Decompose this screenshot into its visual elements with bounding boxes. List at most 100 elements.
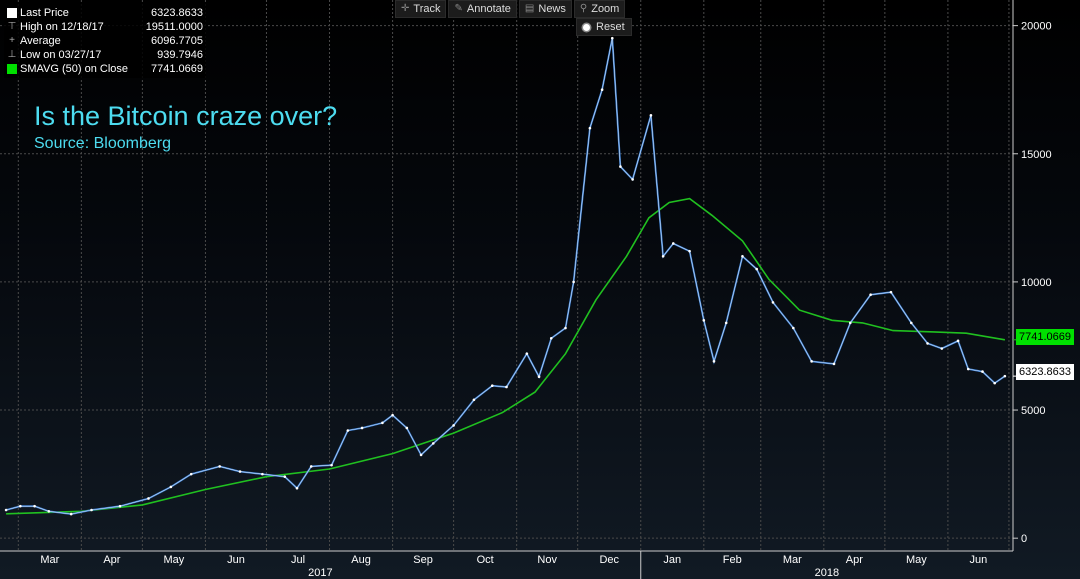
- price-point: [69, 512, 73, 516]
- legend-label: High on 12/18/17: [20, 21, 104, 33]
- x-tick-label: Oct: [477, 554, 494, 566]
- price-point: [832, 362, 836, 366]
- price-point: [189, 472, 193, 476]
- chart-annotation-title: Is the Bitcoin craze over?: [34, 101, 338, 131]
- green-square-icon: [7, 64, 17, 74]
- last-price-tag: 6323.8633: [1016, 364, 1074, 380]
- x-tick-label: Mar: [783, 554, 802, 566]
- legend-row-smavg[interactable]: SMAVG (50) on Close 7741.0669: [7, 62, 203, 76]
- price-point: [381, 421, 384, 425]
- y-tick-label: 15000: [1021, 149, 1052, 161]
- price-point: [295, 486, 299, 490]
- price-point: [564, 326, 567, 330]
- zoom-label: Zoom: [591, 3, 620, 15]
- sma-value-tag: 7741.0669: [1016, 329, 1074, 345]
- news-label: News: [538, 3, 566, 15]
- price-point: [309, 465, 313, 468]
- low-marker-icon: ⊥: [7, 49, 17, 60]
- price-point: [631, 178, 634, 181]
- price-point: [452, 424, 455, 427]
- price-point: [993, 381, 996, 385]
- year-label: 2018: [815, 567, 839, 579]
- x-tick-label: Sep: [413, 554, 433, 566]
- x-tick-label: Jul: [291, 554, 305, 566]
- pencil-icon: ✎: [454, 3, 463, 14]
- price-point: [147, 497, 150, 500]
- x-tick-label: Aug: [351, 554, 371, 566]
- high-marker-icon: ⊤: [7, 21, 17, 32]
- price-point: [118, 504, 122, 508]
- zoom-button[interactable]: ⚲ Zoom: [573, 0, 626, 18]
- price-point: [572, 280, 575, 284]
- x-tick-label: Jun: [970, 554, 988, 566]
- x-tick-label: Apr: [846, 554, 863, 566]
- price-point: [649, 114, 653, 117]
- price-point: [724, 321, 728, 325]
- track-button[interactable]: ✛ Track: [395, 0, 447, 18]
- y-tick-label: 0: [1021, 533, 1027, 545]
- price-point: [346, 429, 350, 432]
- price-point: [537, 375, 541, 379]
- legend-value: 6096.7705: [151, 35, 203, 47]
- price-point: [771, 301, 775, 304]
- price-point: [600, 88, 604, 91]
- x-tick-label: May: [906, 554, 927, 566]
- x-tick-label: Mar: [40, 554, 59, 566]
- legend-value: 7741.0669: [151, 63, 203, 75]
- price-point: [619, 165, 622, 168]
- price-point: [926, 342, 929, 345]
- legend-label: Average: [20, 35, 61, 47]
- reset-button[interactable]: Reset: [576, 18, 632, 36]
- price-point: [419, 453, 423, 457]
- y-tick-label: 5000: [1021, 405, 1045, 417]
- x-tick-label: Jun: [227, 554, 245, 566]
- price-point: [47, 509, 51, 513]
- price-point: [4, 508, 8, 512]
- price-point: [505, 385, 508, 389]
- price-point: [405, 426, 409, 430]
- price-point: [940, 347, 944, 350]
- price-point: [431, 442, 435, 445]
- price-point: [712, 360, 716, 363]
- annotate-button[interactable]: ✎ Annotate: [448, 0, 517, 18]
- y-tick-label: 10000: [1021, 277, 1052, 289]
- news-button[interactable]: ▤ News: [518, 0, 572, 18]
- x-tick-label: Jan: [663, 554, 681, 566]
- x-tick-label: May: [164, 554, 185, 566]
- crosshair-icon: ✛: [401, 3, 410, 14]
- price-point: [1003, 374, 1007, 378]
- price-point: [391, 413, 394, 417]
- track-label: Track: [413, 3, 441, 15]
- legend-value: 6323.8633: [151, 7, 203, 19]
- price-point: [688, 249, 691, 253]
- legend-label: Last Price: [20, 7, 69, 19]
- price-series-highlight: [6, 38, 1006, 515]
- chart-toolbar: ✛ Track ✎ Annotate ▤ News ⚲ Zoom: [395, 0, 626, 18]
- price-point: [956, 339, 960, 343]
- price-point: [848, 321, 852, 325]
- price-point: [869, 293, 872, 297]
- price-point: [360, 426, 364, 430]
- legend-row-high[interactable]: ⊤ High on 12/18/17 19511.0000: [7, 20, 203, 34]
- price-point: [792, 326, 795, 330]
- price-point: [755, 267, 758, 271]
- price-point: [661, 254, 665, 258]
- price-point: [169, 485, 173, 489]
- price-point: [33, 504, 36, 508]
- price-point: [549, 336, 553, 340]
- price-point: [330, 463, 333, 467]
- price-point: [702, 319, 706, 322]
- price-point: [525, 352, 529, 355]
- sma-series-line: [6, 197, 1006, 515]
- legend-value: 939.7946: [157, 49, 203, 61]
- annotate-label: Annotate: [466, 3, 511, 15]
- y-tick-label: 20000: [1021, 21, 1052, 33]
- legend-row-low[interactable]: ⊥ Low on 03/27/17 939.7946: [7, 48, 203, 62]
- legend-row-last-price[interactable]: Last Price 6323.8633: [7, 6, 203, 20]
- x-tick-label: Nov: [537, 554, 557, 566]
- price-point: [588, 126, 592, 130]
- legend: Last Price 6323.8633 ⊤ High on 12/18/17 195…: [4, 4, 206, 78]
- price-point: [19, 504, 22, 508]
- legend-row-average[interactable]: + Average 6096.7705: [7, 34, 203, 48]
